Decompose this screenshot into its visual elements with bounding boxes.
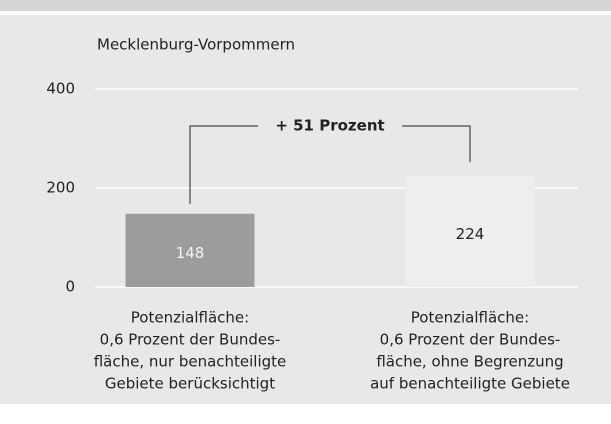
x-tick-label: 0,6 Prozent der Bundes- [100,331,281,349]
x-tick-label: 0,6 Prozent der Bundes- [380,331,561,349]
annotation: + 51 Prozent [275,117,384,135]
x-tick-label: Potenzialfläche: [131,309,249,327]
value-label: 148 [176,244,205,262]
bar [405,176,535,287]
x-tick-label: Potenzialfläche: [411,309,529,327]
bar [125,213,255,287]
x-tick-label: auf benachteiligte Gebiete [370,375,570,393]
bracket-right [402,125,471,163]
x-tick-label: fläche, ohne Begrenzung [376,353,563,371]
y-tick-label: 200 [46,179,75,197]
bracket-left [189,125,258,204]
x-tick-label: Gebiete berücksichtigt [105,375,275,393]
x-tick-label: fläche, nur benachteiligte [94,353,287,371]
chart-title: Mecklenburg-Vorpommern [97,36,295,54]
top-strip [0,0,611,11]
value-label: 224 [456,225,485,243]
y-tick-label: 400 [46,80,75,98]
y-tick-label: 0 [65,278,75,296]
